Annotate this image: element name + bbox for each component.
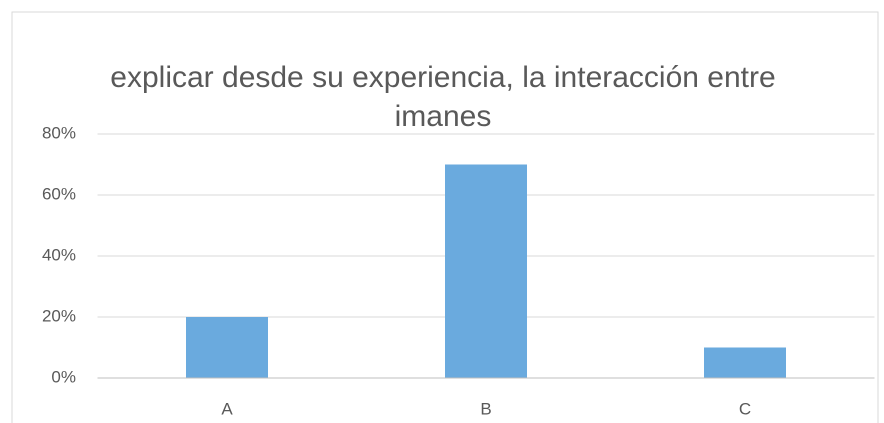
y-tick-label: 0%	[51, 367, 76, 386]
y-tick-label: 40%	[42, 245, 76, 264]
x-tick-label: C	[739, 399, 751, 418]
chart-border	[11, 11, 879, 423]
bar	[186, 317, 268, 378]
y-tick-label: 80%	[42, 123, 76, 142]
bar	[445, 164, 527, 378]
x-tick-label: B	[480, 399, 491, 418]
chart-title: explicar desde su experiencia, la intera…	[110, 61, 776, 133]
y-tick-label: 60%	[42, 184, 76, 203]
bar	[704, 347, 786, 378]
x-tick-label: A	[221, 399, 233, 418]
y-tick-label: 20%	[42, 306, 76, 325]
